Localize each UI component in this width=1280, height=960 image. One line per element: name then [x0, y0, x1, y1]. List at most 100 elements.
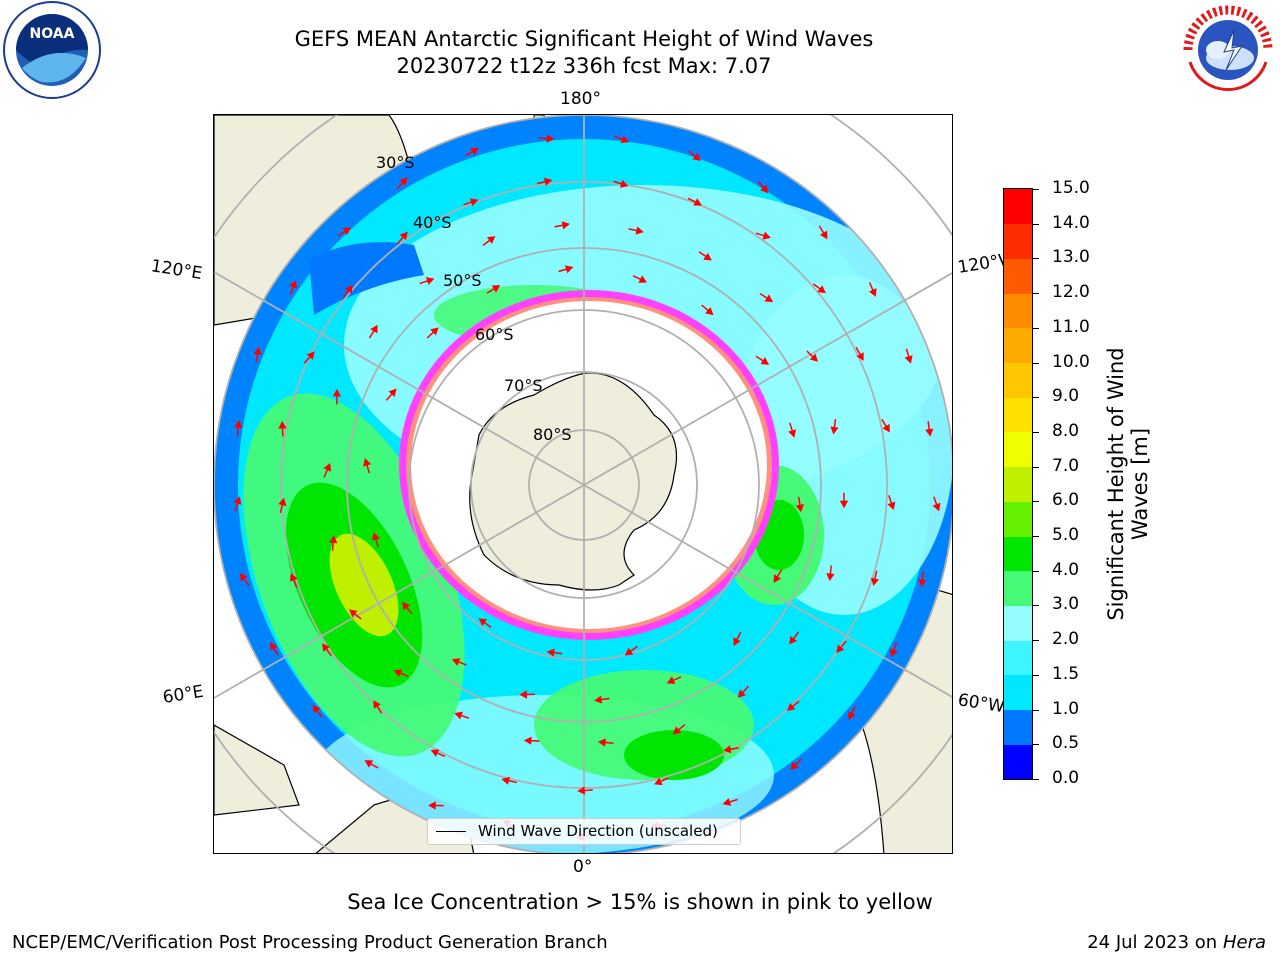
chart-title: GEFS MEAN Antarctic Significant Height o… [294, 27, 874, 51]
arrow-head [594, 695, 603, 704]
colorbar-tick [1033, 397, 1039, 399]
lat-label-80s: 80°S [533, 425, 572, 444]
arrow-head [620, 135, 630, 144]
colorbar-tick [1033, 258, 1039, 260]
arrow-head [564, 265, 574, 274]
arrow-head [306, 351, 315, 360]
colorbar-tick [1033, 327, 1039, 329]
arrow-head [312, 704, 321, 714]
arrow-head [733, 637, 741, 647]
legend-line-sample [436, 831, 466, 832]
colorbar-tick-label: 2.0 [1052, 629, 1080, 650]
arrow-head [819, 230, 828, 240]
colorbar-segment [1004, 293, 1032, 329]
colorbar-segment [1004, 258, 1032, 294]
arrow-head [239, 572, 248, 582]
arrow-head [425, 277, 435, 285]
arrow-head [723, 745, 732, 754]
arrow-head [470, 147, 479, 156]
arrow-head [491, 285, 501, 293]
arrow-head [790, 761, 799, 770]
colorbar-tick-label: 5.0 [1052, 525, 1080, 546]
lat-label-30s: 30°S [376, 153, 415, 172]
map-legend: Wind Wave Direction (unscaled) [427, 818, 741, 845]
colorbar-segment [1004, 674, 1032, 711]
arrow-head [654, 777, 663, 786]
colorbar-tick-label: 0.0 [1052, 768, 1080, 788]
legend-label: Wind Wave Direction (unscaled) [478, 822, 718, 840]
arrow-head [764, 294, 774, 303]
arrow-head [703, 252, 712, 261]
arrow-head [856, 352, 864, 361]
arrow-head [329, 535, 338, 544]
arrow-head [469, 198, 479, 207]
arrow-head [848, 711, 856, 721]
colorbar-segment [1004, 744, 1032, 780]
arrow-head [278, 497, 287, 507]
arrow-head [322, 643, 330, 652]
arrow-head [561, 221, 570, 230]
colorbar-tick [1033, 293, 1039, 295]
arrow-head [624, 647, 634, 656]
colorbar-tick [1033, 223, 1039, 225]
colorbar-segment [1004, 536, 1032, 572]
arrow-head [278, 420, 287, 429]
arrow-head [399, 177, 408, 186]
lat-label-70s: 70°S [504, 376, 543, 395]
colorbar-tick [1033, 605, 1039, 607]
lon-label-60w: 60°W [956, 690, 1006, 718]
date-text: 24 Jul 2023 on [1087, 932, 1223, 953]
arrow-head [760, 357, 770, 365]
lat-label-40s: 40°S [413, 213, 452, 232]
colorbar-tick-label: 8.0 [1052, 420, 1080, 441]
arrow-head [399, 231, 408, 241]
colorbar-segment [1004, 327, 1032, 364]
lon-label-120e: 120°E [149, 256, 204, 284]
colorbar-segment [1004, 709, 1032, 745]
arrow-head [543, 177, 553, 186]
colorbar-segment [1004, 397, 1032, 433]
nws-logo [1180, 2, 1276, 98]
arrow-head [672, 726, 682, 735]
colorbar-tick-label: 1.0 [1052, 698, 1080, 719]
arrow-head [486, 236, 496, 244]
arrow-head [289, 280, 298, 289]
colorbar-segment [1004, 501, 1032, 537]
lon-label-0: 0° [573, 857, 593, 877]
arrow-head [869, 288, 877, 297]
colorbar-tick [1033, 362, 1039, 364]
arrow-head [635, 226, 644, 235]
arrow-head [332, 388, 342, 397]
arrow-head [519, 690, 528, 699]
antarctica-land [469, 372, 678, 591]
colorbar-tick-label: 1.5 [1052, 663, 1080, 684]
colorbar-segment [1004, 466, 1032, 502]
map-canvas [214, 115, 952, 853]
arrow-head [370, 324, 378, 334]
colorbar-segment [1004, 223, 1032, 259]
arrow-head [830, 426, 839, 435]
colorbar-segment [1004, 431, 1032, 468]
colorbar-tick [1033, 640, 1039, 642]
arrow-head [870, 577, 879, 587]
arrow-head [788, 429, 797, 438]
arrow-head [638, 275, 647, 283]
colorbar-tick [1033, 466, 1039, 468]
arrow-head [882, 423, 890, 433]
colorbar-segment [1004, 570, 1032, 606]
colorbar-tick-label: 15.0 [1052, 178, 1090, 198]
arrow-head [577, 786, 586, 795]
svg-text:NOAA: NOAA [30, 26, 75, 42]
colorbar-tick [1033, 744, 1039, 746]
noaa-logo: NOAA [3, 1, 101, 99]
colorbar-segment [1004, 189, 1032, 225]
lon-label-60e: 60°E [161, 681, 205, 708]
arrow-head [786, 702, 796, 711]
colorbar-tick [1033, 501, 1039, 503]
arrow-head [430, 327, 439, 336]
arrow-head [887, 501, 896, 511]
arrow-head [904, 355, 913, 364]
lat-label-60s: 60°S [475, 325, 514, 344]
colorbar-segment [1004, 640, 1032, 676]
arrow-head [451, 658, 461, 666]
